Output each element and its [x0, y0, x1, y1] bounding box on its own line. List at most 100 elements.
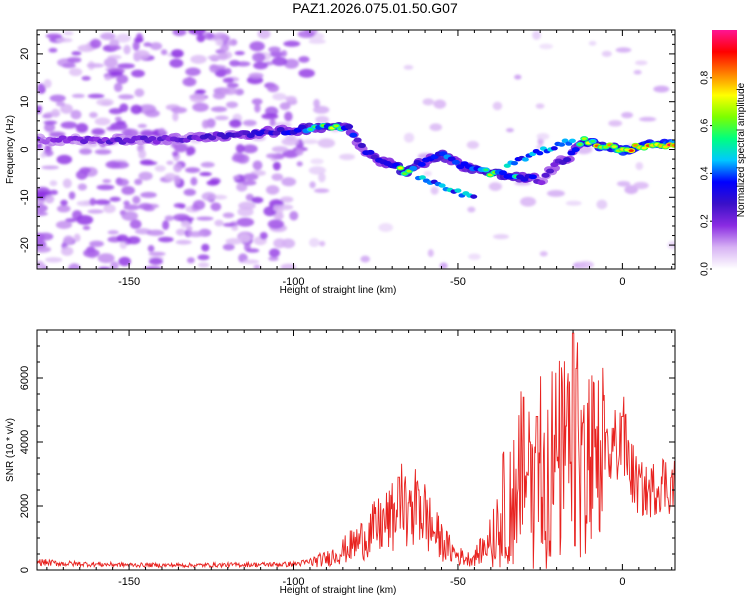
noise-blob — [89, 240, 104, 248]
noise-blob — [269, 118, 276, 127]
noise-blob — [298, 56, 310, 63]
noise-blob — [222, 212, 235, 219]
snr-xtick-label: -50 — [450, 576, 466, 588]
ridge-core — [366, 149, 375, 155]
noise-blob — [183, 188, 196, 196]
noise-blob — [77, 183, 87, 191]
noise-blob — [43, 120, 58, 125]
snr-x-axis-label: Height of straight line (km) — [280, 585, 397, 596]
noise-blob — [104, 76, 112, 81]
noise-blob — [360, 255, 371, 263]
noise-blob — [196, 216, 214, 221]
noise-blob — [60, 103, 73, 114]
ridge-peak — [577, 142, 583, 146]
noise-blob — [43, 79, 52, 89]
noise-blob — [212, 32, 228, 42]
ridge-peak — [671, 144, 675, 147]
noise-blob — [231, 154, 246, 163]
noise-blob — [270, 220, 280, 227]
noise-blob — [144, 109, 160, 118]
heatmap-x-axis-label: Height of straight line (km) — [280, 285, 397, 296]
noise-blob — [89, 198, 96, 206]
noise-blob — [123, 44, 131, 55]
ridge-core — [417, 161, 426, 167]
noise-blob — [289, 210, 299, 221]
figure-title: PAZ1.2026.075.01.50.G07 — [292, 0, 458, 16]
noise-blob — [638, 116, 657, 122]
noise-blob — [96, 184, 115, 191]
noise-blob — [251, 98, 263, 105]
ridge-core — [571, 147, 580, 153]
noise-blob — [49, 180, 58, 187]
noise-blob — [231, 225, 239, 231]
noise-blob — [158, 236, 174, 243]
noise-blob — [94, 117, 111, 126]
noise-blob — [143, 42, 152, 47]
ridge-peak — [641, 146, 647, 150]
noise-blob — [134, 88, 145, 98]
noise-blob — [96, 98, 114, 106]
colorbar-tick-label: 0.0 — [700, 262, 711, 276]
noise-blob — [468, 253, 481, 260]
noise-blob — [119, 103, 129, 113]
noise-blob — [71, 93, 85, 98]
noise-blob — [116, 74, 129, 84]
noise-blob — [162, 220, 170, 231]
noise-blob — [280, 196, 294, 203]
noise-blob — [173, 142, 188, 153]
noise-blob — [201, 243, 210, 252]
colorbar-tick-label: 0.6 — [700, 118, 711, 132]
noise-blob — [175, 239, 192, 245]
noise-blob — [186, 225, 193, 232]
heatmap-ytick-label: 0 — [19, 146, 31, 152]
noise-blob — [164, 215, 174, 222]
noise-blob — [87, 93, 105, 99]
noise-blob — [110, 122, 128, 131]
branch-blob — [521, 157, 529, 162]
noise-blob — [102, 179, 112, 184]
heatmap-y-axis-label: Frequency (Hz) — [5, 115, 16, 184]
noise-blob — [214, 115, 229, 121]
noise-blob — [271, 146, 289, 153]
heatmap-xtick-label: -50 — [450, 276, 466, 288]
heatmap-xtick-label: -150 — [118, 276, 140, 288]
noise-blob — [222, 243, 235, 251]
noise-speckles — [37, 30, 675, 269]
noise-blob — [60, 246, 74, 256]
snr-ytick-label: 0 — [19, 567, 31, 573]
ridge-core — [353, 137, 362, 143]
snr-xtick-label: -150 — [118, 576, 140, 588]
noise-blob — [87, 209, 104, 214]
noise-blob — [97, 253, 115, 264]
noise-blob — [539, 251, 548, 257]
noise-blob — [166, 160, 174, 165]
noise-blob — [588, 40, 597, 46]
noise-blob — [252, 52, 266, 63]
noise-blob — [439, 262, 448, 269]
noise-blob — [65, 218, 77, 223]
noise-blob — [248, 72, 264, 79]
noise-blob — [633, 70, 642, 75]
noise-blob — [76, 215, 94, 225]
noise-blob — [319, 240, 326, 247]
ridge-core — [357, 143, 366, 149]
noise-blob — [71, 51, 82, 56]
noise-blob — [433, 99, 447, 109]
noise-blob — [601, 50, 612, 57]
noise-blob — [44, 122, 56, 133]
noise-blob — [55, 101, 66, 107]
noise-blob — [139, 159, 154, 166]
ridge-core — [208, 135, 217, 141]
noise-blob — [105, 160, 121, 169]
noise-blob — [282, 149, 300, 158]
colorbar-label: Normalized spectral amplitude — [736, 82, 747, 217]
noise-blob — [234, 51, 245, 56]
snr-series-line — [37, 332, 675, 569]
ridge-core — [345, 124, 354, 130]
noise-blob — [273, 205, 281, 212]
noise-blob — [242, 259, 260, 265]
noise-blob — [129, 219, 142, 230]
noise-blob — [281, 137, 300, 146]
noise-blob — [318, 172, 326, 183]
noise-blob — [430, 186, 439, 195]
